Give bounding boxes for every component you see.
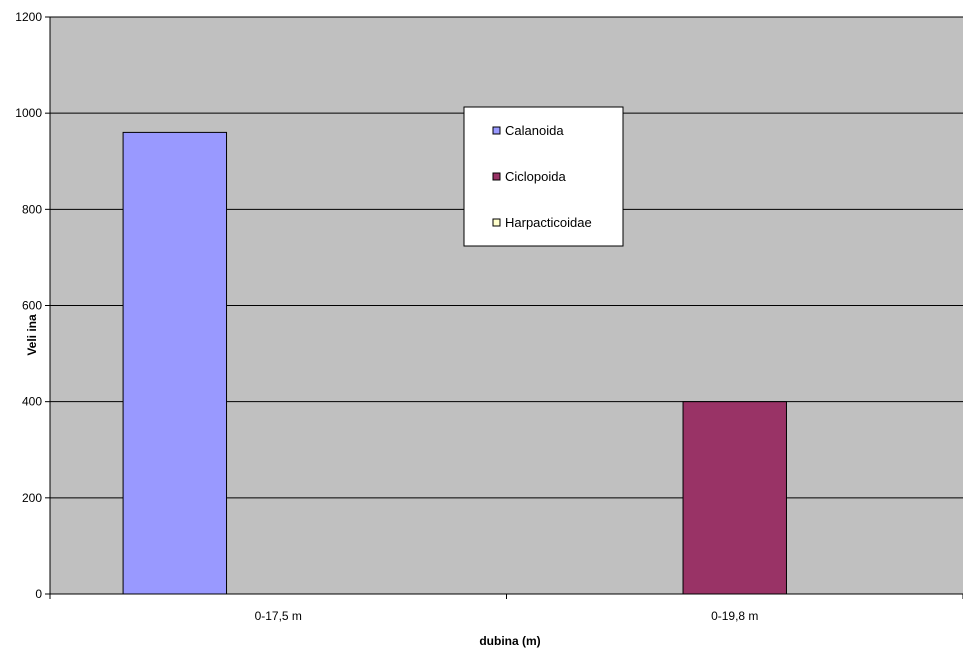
y-axis-title: Veli ina [25, 314, 39, 356]
legend-swatch [492, 126, 501, 135]
legend-label: Calanoida [505, 123, 564, 138]
bar-ciclopoida-1 [682, 401, 787, 595]
y-tick-label: 800 [22, 202, 42, 216]
x-tick-label: 0-19,8 m [711, 609, 758, 623]
y-tick-label: 1200 [15, 10, 42, 24]
x-tick-label: 0-17,5 m [255, 609, 302, 623]
legend-swatch [492, 172, 501, 181]
y-tick-label: 0 [35, 587, 42, 601]
x-axis-title: dubina (m) [479, 634, 540, 648]
bars [122, 131, 787, 595]
y-ticks: 0 200 400 600 800 1000 1200 [15, 10, 50, 601]
legend-swatch [492, 218, 501, 227]
legend-label: Ciclopoida [505, 169, 566, 184]
y-tick-label: 600 [22, 299, 42, 313]
x-ticks: 0-17,5 m 0-19,8 m [49, 594, 963, 623]
legend: Calanoida Ciclopoida Harpacticoidae [463, 106, 624, 247]
bar-calanoida-0 [122, 131, 228, 595]
legend-label: Harpacticoidae [505, 215, 592, 230]
legend-box [463, 106, 624, 247]
y-tick-label: 200 [22, 491, 42, 505]
y-tick-label: 400 [22, 395, 42, 409]
y-tick-label: 1000 [15, 106, 42, 120]
